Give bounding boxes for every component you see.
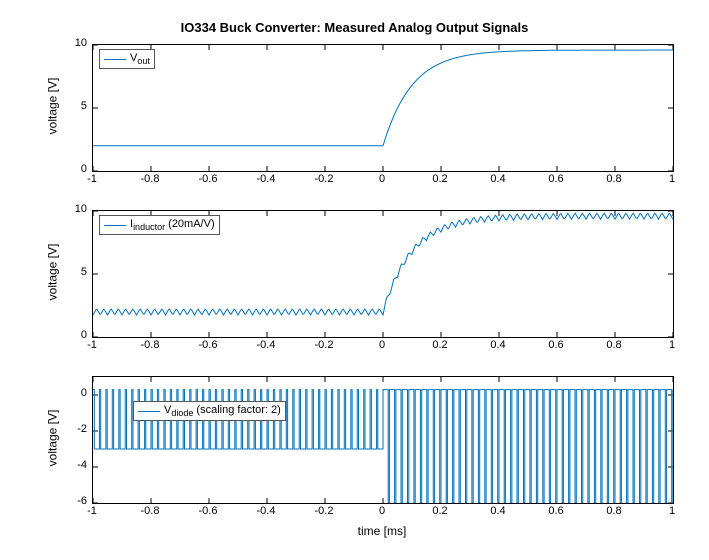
- legend-line-icon: [104, 59, 126, 60]
- legend-iinductor: Iinductor (20mA/V): [99, 215, 220, 235]
- ytick-label: 10: [57, 204, 87, 215]
- legend-iinductor-label: Iinductor (20mA/V): [130, 218, 215, 232]
- xtick-label: -0.4: [246, 340, 286, 351]
- xtick-label: -0.6: [188, 506, 228, 517]
- xtick-label: -1: [72, 506, 112, 517]
- xtick-label: -0.8: [130, 340, 170, 351]
- ytick-label: 0: [57, 388, 87, 399]
- xtick-label: 0: [362, 174, 402, 185]
- xtick-label: 0.8: [594, 506, 634, 517]
- ytick-label: 10: [57, 38, 87, 49]
- xtick-label: -0.6: [188, 174, 228, 185]
- legend-line-icon: [138, 411, 160, 412]
- ytick-label: -4: [57, 460, 87, 471]
- ytick-label: 5: [57, 101, 87, 112]
- subplot-vout: Vout: [92, 44, 674, 172]
- legend-vdiode: Vdiode (scaling factor: 2): [133, 401, 286, 421]
- xtick-label: -0.6: [188, 340, 228, 351]
- xtick-label: 0.2: [420, 506, 460, 517]
- xtick-label: -0.4: [246, 174, 286, 185]
- xtick-label: -0.2: [304, 340, 344, 351]
- xtick-label: 0.6: [536, 340, 576, 351]
- xtick-label: 0.4: [478, 174, 518, 185]
- ytick-label: 5: [57, 267, 87, 278]
- subplot-vdiode: Vdiode (scaling factor: 2): [92, 376, 674, 504]
- legend-vout-label: Vout: [130, 52, 150, 66]
- legend-vdiode-label: Vdiode (scaling factor: 2): [164, 404, 281, 418]
- xlabel: time [ms]: [92, 524, 672, 538]
- xtick-label: 0.4: [478, 340, 518, 351]
- xtick-label: 0.4: [478, 506, 518, 517]
- legend-vout: Vout: [99, 49, 155, 69]
- xtick-label: -0.2: [304, 174, 344, 185]
- xtick-label: 0.6: [536, 506, 576, 517]
- xtick-label: -0.2: [304, 506, 344, 517]
- xtick-label: 0: [362, 340, 402, 351]
- xtick-label: 0.6: [536, 174, 576, 185]
- xtick-label: 0: [362, 506, 402, 517]
- subplot-iinductor: Iinductor (20mA/V): [92, 210, 674, 338]
- xtick-label: 1: [652, 506, 692, 517]
- xtick-label: -0.8: [130, 506, 170, 517]
- ytick-label: -2: [57, 424, 87, 435]
- xtick-label: 1: [652, 174, 692, 185]
- xtick-label: 0.2: [420, 340, 460, 351]
- xtick-label: -0.8: [130, 174, 170, 185]
- xtick-label: -1: [72, 340, 112, 351]
- legend-line-icon: [104, 225, 126, 226]
- subplot-vout-svg: [93, 45, 673, 171]
- xtick-label: -1: [72, 174, 112, 185]
- subplot-vdiode-svg: [93, 377, 673, 503]
- xtick-label: 0.8: [594, 174, 634, 185]
- xtick-label: 1: [652, 340, 692, 351]
- figure: IO334 Buck Converter: Measured Analog Ou…: [0, 0, 709, 560]
- xtick-label: -0.4: [246, 506, 286, 517]
- xtick-label: 0.2: [420, 174, 460, 185]
- ylabel-vdiode: voltage [V]: [45, 410, 59, 467]
- xtick-label: 0.8: [594, 340, 634, 351]
- figure-title: IO334 Buck Converter: Measured Analog Ou…: [0, 20, 709, 35]
